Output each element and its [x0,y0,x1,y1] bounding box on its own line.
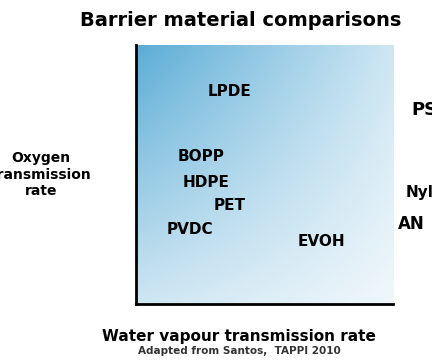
Text: AN: AN [398,215,425,233]
Text: Nylon: Nylon [406,185,432,200]
Text: Barrier material comparisons: Barrier material comparisons [80,11,402,30]
Text: BOPP: BOPP [177,149,224,164]
Text: Oxygen
transmission
rate: Oxygen transmission rate [0,152,92,198]
Text: EVOH: EVOH [298,234,346,249]
Text: LPDE: LPDE [208,84,252,99]
Text: PS: PS [411,101,432,119]
Text: PVDC: PVDC [167,221,213,237]
Text: HDPE: HDPE [182,175,229,190]
Text: Water vapour transmission rate: Water vapour transmission rate [102,329,376,344]
Text: PET: PET [213,198,245,213]
Text: Adapted from Santos,  TAPPI 2010: Adapted from Santos, TAPPI 2010 [137,346,340,356]
